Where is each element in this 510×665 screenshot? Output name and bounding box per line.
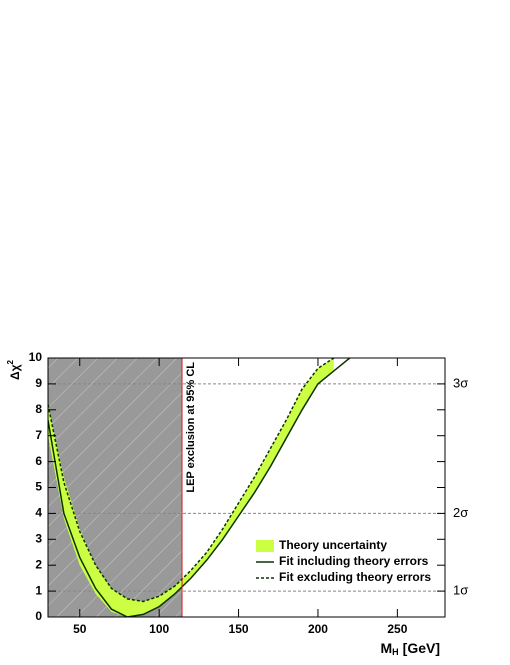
x-label-main: M bbox=[380, 640, 392, 656]
y-axis-label: Δχ2 bbox=[6, 359, 22, 380]
fit-line bbox=[48, 358, 351, 617]
exclusion-label: LEP exclusion at 95% CL bbox=[185, 362, 197, 493]
x-tick-label: 200 bbox=[308, 622, 328, 636]
y-tick-label: 3 bbox=[35, 531, 42, 545]
legend-label: Fit excluding theory errors bbox=[279, 570, 431, 584]
y-tick-label: 0 bbox=[35, 609, 42, 623]
plot-area bbox=[48, 358, 445, 617]
sigma-label: 1σ bbox=[453, 583, 468, 598]
x-label-sub: H bbox=[392, 647, 399, 657]
y-tick-label: 10 bbox=[29, 350, 43, 364]
y-tick-label: 9 bbox=[35, 376, 42, 390]
exclusion-hatch bbox=[48, 358, 183, 617]
x-tick-label: 150 bbox=[229, 622, 249, 636]
y-label-main: Δχ bbox=[8, 364, 22, 380]
x-axis-label: MH [GeV] bbox=[380, 640, 440, 658]
x-tick-label: 250 bbox=[387, 622, 407, 636]
legend-label: Fit including theory errors bbox=[279, 554, 429, 568]
y-tick-label: 5 bbox=[35, 480, 42, 494]
y-tick-label: 4 bbox=[35, 506, 42, 520]
y-tick-label: 7 bbox=[35, 428, 42, 442]
y-label-sup: 2 bbox=[6, 359, 15, 364]
x-tick-label: 50 bbox=[73, 622, 87, 636]
sigma-label: 2σ bbox=[453, 505, 468, 520]
legend-swatch bbox=[256, 540, 274, 552]
y-tick-label: 8 bbox=[35, 402, 42, 416]
x-tick-label: 100 bbox=[149, 622, 169, 636]
sigma-label: 3σ bbox=[453, 375, 468, 390]
y-tick-label: 2 bbox=[35, 557, 42, 571]
legend-label: Theory uncertainty bbox=[279, 538, 387, 552]
y-tick-label: 1 bbox=[35, 583, 42, 597]
fit-line bbox=[48, 358, 335, 603]
x-label-rest: [GeV] bbox=[403, 640, 440, 656]
y-tick-label: 6 bbox=[35, 454, 42, 468]
